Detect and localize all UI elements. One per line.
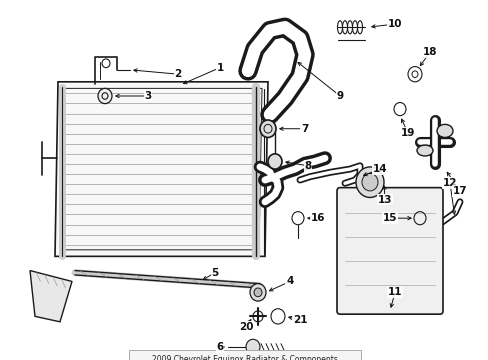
Text: 9: 9 <box>336 91 343 101</box>
Polygon shape <box>30 271 72 322</box>
Polygon shape <box>55 82 267 256</box>
Text: 20: 20 <box>238 322 253 332</box>
Text: 15: 15 <box>382 213 396 223</box>
Circle shape <box>267 154 282 169</box>
Circle shape <box>361 174 377 191</box>
Ellipse shape <box>416 145 432 156</box>
Text: 4: 4 <box>286 276 293 287</box>
Text: 6: 6 <box>216 342 223 352</box>
FancyBboxPatch shape <box>129 350 360 360</box>
Text: 10: 10 <box>387 19 402 29</box>
Text: 21: 21 <box>292 315 306 325</box>
Text: 2: 2 <box>174 69 181 79</box>
Text: 19: 19 <box>400 128 414 138</box>
Text: 17: 17 <box>452 186 467 196</box>
Text: 18: 18 <box>422 48 436 57</box>
Text: 5: 5 <box>211 268 218 278</box>
Text: 2009 Chevrolet Equinox Radiator & Components: 2009 Chevrolet Equinox Radiator & Compon… <box>152 356 337 360</box>
Circle shape <box>98 88 112 104</box>
Ellipse shape <box>436 124 452 138</box>
Text: 11: 11 <box>387 287 402 297</box>
Text: 1: 1 <box>216 63 223 73</box>
Circle shape <box>245 339 260 355</box>
Text: 3: 3 <box>144 91 151 101</box>
Circle shape <box>253 288 262 297</box>
Circle shape <box>249 284 265 301</box>
Circle shape <box>260 120 275 138</box>
Text: 7: 7 <box>301 124 308 134</box>
Text: 14: 14 <box>372 164 386 174</box>
Text: 16: 16 <box>310 213 325 223</box>
Text: 13: 13 <box>377 195 391 204</box>
FancyBboxPatch shape <box>336 188 442 314</box>
Text: 8: 8 <box>304 161 311 171</box>
Circle shape <box>355 167 383 197</box>
Text: 12: 12 <box>442 178 456 188</box>
